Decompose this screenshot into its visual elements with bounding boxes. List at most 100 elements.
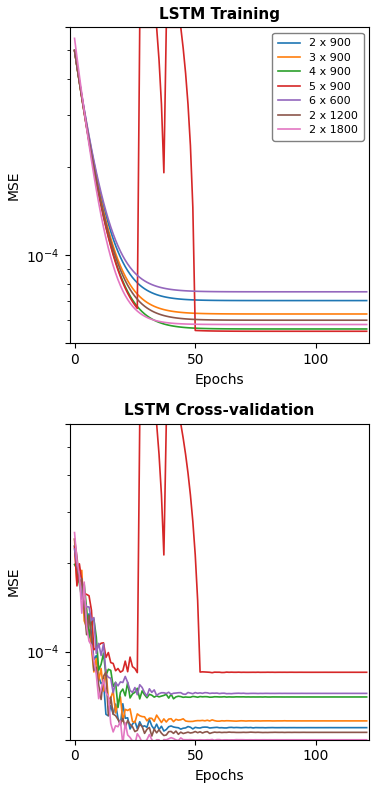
2 x 1200 [258,315,263,325]
2 x 1800 [357,735,362,744]
2 x 1200 [261,728,265,737]
2 x 1200 [140,299,144,309]
5 x 900 [210,668,214,678]
6 x 600 [145,691,149,701]
2 x 1800 [167,318,171,328]
2 x 1800 [364,735,369,744]
4 x 900 [345,692,350,702]
3 x 900 [345,717,350,726]
2 x 1200 [169,727,173,736]
3 x 900 [234,717,238,726]
4 x 900 [258,324,263,333]
4 x 900 [364,692,369,702]
2 x 1800 [72,34,77,43]
Line: 4 x 900: 4 x 900 [74,51,367,329]
3 x 900 [159,718,164,728]
6 x 600 [140,274,144,284]
3 x 900 [343,309,347,318]
2 x 1200 [364,315,369,325]
3 x 900 [364,309,369,318]
Title: LSTM Cross-validation: LSTM Cross-validation [124,404,315,419]
2 x 1800 [142,738,147,747]
2 x 1200 [357,728,362,737]
5 x 900 [138,419,142,428]
4 x 900 [169,690,173,699]
2 x 1200 [72,46,77,55]
5 x 900 [142,23,147,32]
4 x 900 [116,703,120,713]
Line: 2 x 1800: 2 x 1800 [74,39,367,325]
5 x 900 [261,326,265,336]
2 x 900 [167,293,171,303]
5 x 900 [347,668,352,677]
6 x 600 [232,287,236,296]
2 x 900 [355,295,359,305]
6 x 600 [234,689,238,698]
2 x 1800 [345,735,350,744]
2 x 1800 [355,320,359,329]
2 x 900 [261,723,265,732]
4 x 900 [167,321,171,330]
6 x 600 [343,287,347,296]
2 x 900 [232,295,236,305]
3 x 900 [72,46,77,55]
6 x 600 [261,689,265,698]
6 x 600 [355,287,359,296]
2 x 900 [169,721,173,731]
2 x 1200 [232,315,236,325]
2 x 1800 [234,735,238,744]
2 x 1800 [72,528,77,537]
6 x 600 [72,46,77,55]
2 x 1800 [258,320,263,329]
3 x 900 [261,716,265,725]
3 x 900 [140,712,144,721]
3 x 900 [355,309,359,318]
Line: 2 x 1800: 2 x 1800 [74,532,367,744]
5 x 900 [142,419,147,428]
Line: 2 x 1200: 2 x 1200 [74,539,367,736]
6 x 600 [140,683,144,692]
2 x 900 [72,46,77,55]
2 x 900 [140,722,144,732]
4 x 900 [140,307,144,317]
2 x 1200 [72,534,77,544]
2 x 900 [364,295,369,305]
6 x 600 [167,284,171,294]
3 x 900 [167,306,171,315]
4 x 900 [357,692,362,702]
2 x 1200 [167,312,171,322]
3 x 900 [140,294,144,303]
2 x 1200 [364,728,369,737]
2 x 1200 [343,315,347,325]
2 x 1800 [364,320,369,329]
5 x 900 [72,46,77,55]
2 x 900 [72,541,77,551]
2 x 900 [162,726,166,735]
3 x 900 [258,309,263,318]
3 x 900 [72,534,77,544]
X-axis label: Epochs: Epochs [194,373,244,386]
2 x 1800 [169,733,173,743]
5 x 900 [169,419,173,428]
2 x 1200 [345,728,350,737]
4 x 900 [232,324,236,333]
5 x 900 [357,326,362,336]
2 x 900 [234,723,238,732]
4 x 900 [355,324,359,333]
2 x 1200 [150,732,154,741]
Y-axis label: MSE: MSE [7,567,21,596]
5 x 900 [234,326,238,336]
5 x 900 [138,23,142,32]
5 x 900 [263,668,267,677]
5 x 900 [237,668,241,677]
5 x 900 [359,668,364,677]
2 x 1200 [355,315,359,325]
4 x 900 [72,559,77,569]
4 x 900 [142,690,147,699]
6 x 600 [72,544,77,554]
2 x 1800 [232,320,236,329]
2 x 1800 [261,735,265,744]
Line: 5 x 900: 5 x 900 [74,423,367,673]
Line: 3 x 900: 3 x 900 [74,539,367,723]
3 x 900 [232,309,236,318]
